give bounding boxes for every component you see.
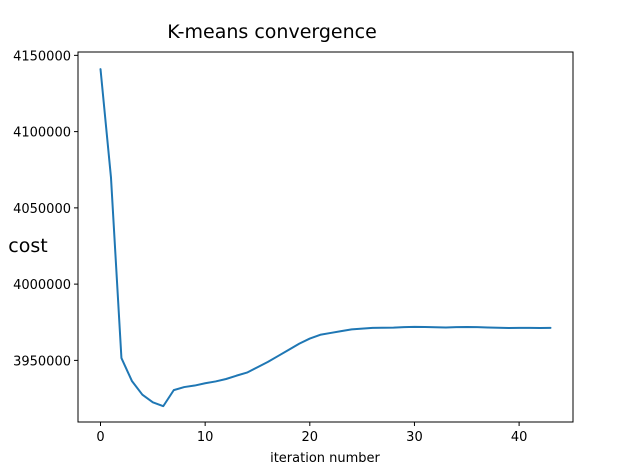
x-tick-label: 30 [406, 430, 423, 445]
plot-frame [78, 52, 573, 422]
y-tick-label: 4150000 [13, 49, 71, 64]
y-axis: 3950000 4000000 4050000 4100000 4150000 [13, 49, 78, 369]
x-tick-label: 0 [96, 430, 104, 445]
x-axis-label: iteration number [270, 451, 380, 466]
x-tick-label: 20 [302, 430, 319, 445]
chart-title: K-means convergence [167, 21, 377, 43]
plot-area [78, 52, 573, 422]
y-tick-label: 4000000 [13, 278, 71, 293]
x-tick-label: 40 [511, 430, 528, 445]
y-tick-label: 4050000 [13, 202, 71, 217]
x-tick-label: 10 [197, 430, 214, 445]
y-tick-label: 4100000 [13, 126, 71, 141]
x-axis: 0 10 20 30 40 [96, 422, 527, 445]
series-line [101, 69, 551, 406]
y-axis-label: cost [8, 235, 47, 257]
y-tick-label: 3950000 [13, 354, 71, 369]
